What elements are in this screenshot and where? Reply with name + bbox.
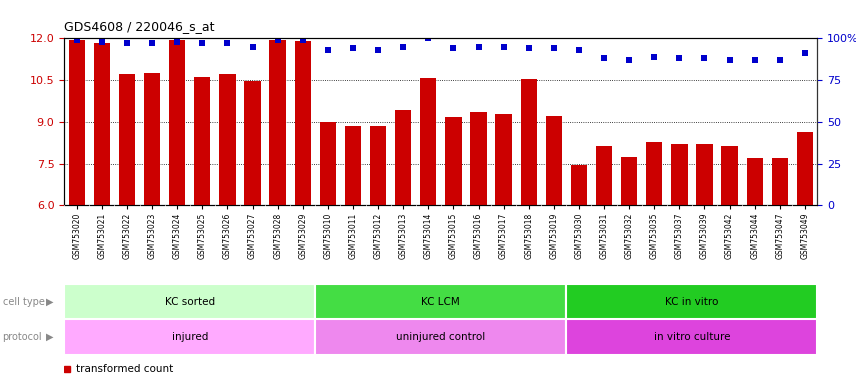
Point <box>170 39 184 45</box>
Bar <box>596 146 612 205</box>
Point <box>673 55 687 61</box>
Bar <box>315 284 567 319</box>
Point <box>698 55 711 61</box>
Bar <box>244 81 261 205</box>
Bar <box>771 157 788 205</box>
Point <box>496 44 510 50</box>
Bar <box>294 41 311 205</box>
Point <box>321 47 335 53</box>
Text: uninjured control: uninjured control <box>396 332 485 342</box>
Bar <box>270 40 286 205</box>
Text: GDS4608 / 220046_s_at: GDS4608 / 220046_s_at <box>64 20 215 33</box>
Point <box>572 47 586 53</box>
Bar <box>567 284 817 319</box>
Text: injured: injured <box>171 332 208 342</box>
Point <box>547 45 561 51</box>
Text: transformed count: transformed count <box>76 364 173 374</box>
Point <box>472 44 485 50</box>
Point <box>522 45 536 51</box>
Bar <box>64 284 315 319</box>
Bar <box>671 144 687 205</box>
Text: in vitro culture: in vitro culture <box>654 332 730 342</box>
Point <box>346 45 360 51</box>
Text: ▶: ▶ <box>46 297 54 307</box>
Point <box>597 55 611 61</box>
Bar <box>345 126 361 205</box>
Point <box>195 40 209 46</box>
Bar <box>93 43 110 205</box>
Point <box>798 50 811 56</box>
Point <box>221 40 235 46</box>
Bar <box>219 74 235 205</box>
Bar <box>722 146 738 205</box>
Bar <box>169 40 186 205</box>
Text: KC LCM: KC LCM <box>421 297 461 307</box>
Bar <box>520 79 537 205</box>
Point <box>270 37 284 43</box>
Bar <box>567 319 817 355</box>
Bar <box>746 157 763 205</box>
Bar <box>470 112 487 205</box>
Point <box>396 44 410 50</box>
Bar <box>420 78 437 205</box>
Point <box>296 37 310 43</box>
Bar <box>696 144 713 205</box>
Point <box>146 40 159 46</box>
Bar <box>571 166 587 205</box>
Bar <box>621 157 638 205</box>
Point <box>748 57 762 63</box>
Point <box>372 47 385 53</box>
Text: ▶: ▶ <box>46 332 54 342</box>
Point <box>246 44 259 50</box>
Text: cell type: cell type <box>3 297 45 307</box>
Bar <box>119 74 135 205</box>
Bar <box>545 116 562 205</box>
Text: KC in vitro: KC in vitro <box>665 297 719 307</box>
Point <box>622 57 636 63</box>
Bar <box>646 142 663 205</box>
Bar <box>64 319 315 355</box>
Bar <box>496 114 512 205</box>
Bar <box>194 76 211 205</box>
Point <box>120 40 134 46</box>
Bar <box>68 40 85 205</box>
Bar <box>144 73 160 205</box>
Point <box>773 57 787 63</box>
Point <box>447 45 461 51</box>
Text: KC sorted: KC sorted <box>164 297 215 307</box>
Bar <box>315 319 567 355</box>
Bar <box>319 122 336 205</box>
Point <box>647 54 661 60</box>
Bar <box>445 117 461 205</box>
Point <box>421 35 435 41</box>
Bar <box>395 110 412 205</box>
Bar <box>797 132 813 205</box>
Bar <box>370 126 386 205</box>
Text: protocol: protocol <box>3 332 42 342</box>
Point <box>95 39 109 45</box>
Point <box>70 37 84 43</box>
Point <box>722 57 736 63</box>
